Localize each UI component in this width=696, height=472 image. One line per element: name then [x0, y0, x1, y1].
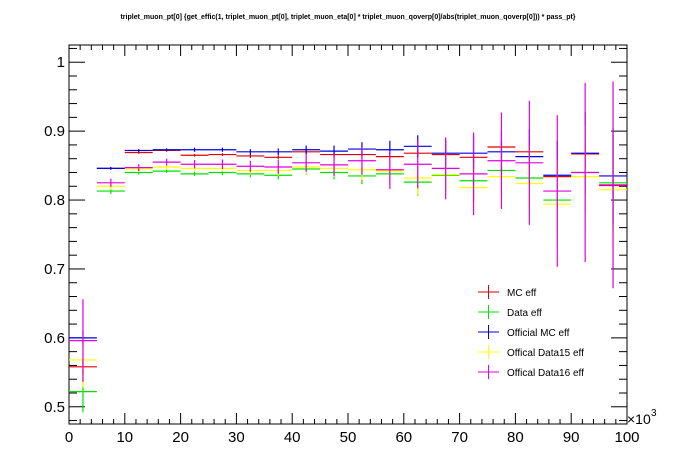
series-5	[69, 81, 627, 382]
y-tick-label: 1	[57, 54, 65, 71]
y-tick-label: 0.6	[44, 330, 65, 347]
x-tick-label: 50	[340, 429, 357, 446]
y-tick-label: 0.5	[44, 399, 65, 416]
legend-entry-4: Offical Data15 eff	[507, 348, 584, 359]
x-tick-label: 40	[284, 429, 301, 446]
y-tick-label: 0.9	[44, 123, 65, 140]
x-tick-label: 70	[451, 429, 468, 446]
chart-title: triplet_muon_pt[0] {get_effic(1, triplet…	[120, 14, 575, 21]
x-tick-label: 80	[507, 429, 524, 446]
legend-entry-2: Data eff	[507, 308, 542, 319]
data-markers	[69, 81, 627, 413]
x-tick-label: 90	[563, 429, 580, 446]
x-tick-label: 60	[395, 429, 412, 446]
x-tick-label: 10	[116, 429, 133, 446]
legend-entry-5: Offical Data16 eff	[507, 368, 584, 379]
x-tick-label: 0	[65, 429, 73, 446]
x-multiplier-exponent: 3	[651, 408, 657, 419]
y-tick-label: 0.8	[44, 192, 65, 209]
legend-entry-3: Official MC eff	[507, 328, 570, 339]
x-multiplier-label: ×10	[627, 411, 651, 427]
x-tick-label: 20	[172, 429, 189, 446]
x-tick-label: 30	[228, 429, 245, 446]
x-tick-label: 100	[614, 429, 639, 446]
legend-entry-1: MC eff	[507, 288, 536, 299]
y-tick-label: 0.7	[44, 261, 65, 278]
